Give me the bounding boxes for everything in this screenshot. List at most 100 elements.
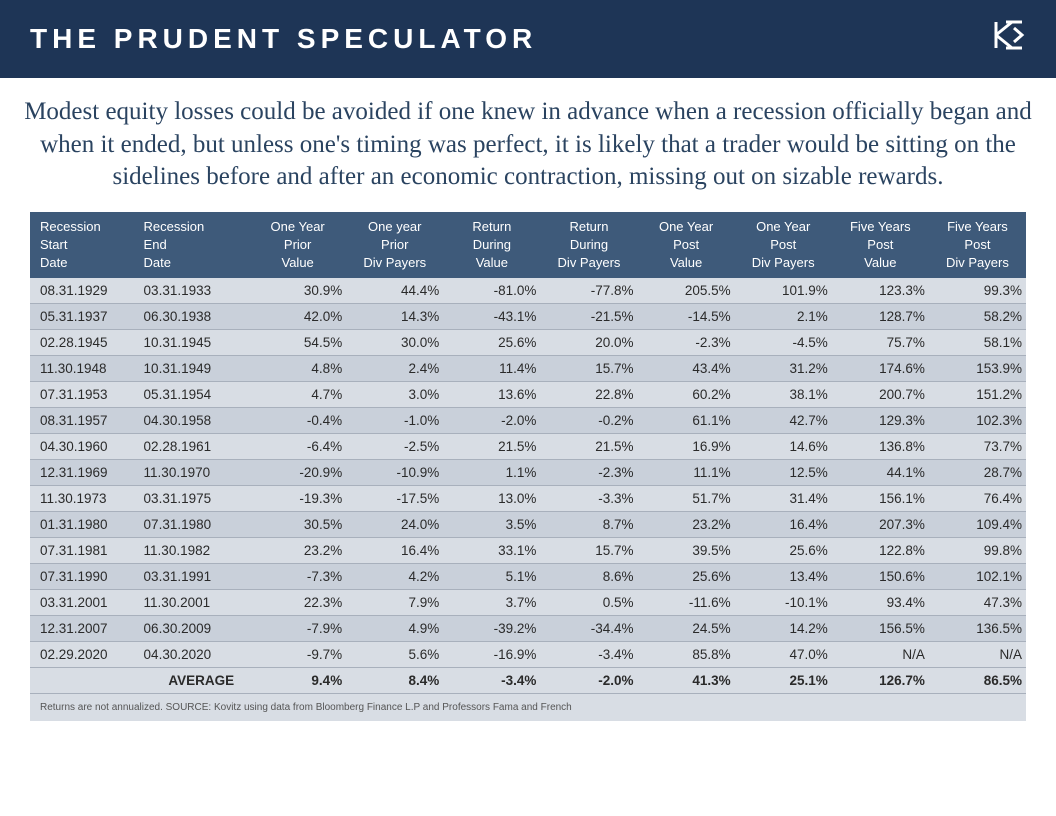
table-cell: -3.3% — [540, 486, 637, 512]
table-cell: 151.2% — [929, 382, 1026, 408]
table-cell: 10.31.1949 — [140, 356, 250, 382]
table-cell: 15.7% — [540, 538, 637, 564]
column-header: Five YearsPostValue — [832, 212, 929, 279]
table-cell: 02.28.1945 — [30, 330, 140, 356]
table-cell: -21.5% — [540, 304, 637, 330]
column-header: RecessionEndDate — [140, 212, 250, 279]
header-logo-icon — [992, 18, 1026, 60]
table-row: 08.31.192903.31.193330.9%44.4%-81.0%-77.… — [30, 278, 1026, 304]
column-header: One yearPriorDiv Payers — [346, 212, 443, 279]
column-header: One YearPriorValue — [249, 212, 346, 279]
table-cell: 25.6% — [443, 330, 540, 356]
table-cell: 02.28.1961 — [140, 434, 250, 460]
table-cell: 14.6% — [735, 434, 832, 460]
table-cell: 04.30.1958 — [140, 408, 250, 434]
table-cell: 3.0% — [346, 382, 443, 408]
table-cell: -0.4% — [249, 408, 346, 434]
table-cell: 200.7% — [832, 382, 929, 408]
table-cell: -2.0% — [443, 408, 540, 434]
table-cell: 11.4% — [443, 356, 540, 382]
table-cell: 04.30.2020 — [140, 642, 250, 668]
average-cell: -3.4% — [443, 668, 540, 694]
table-cell: 5.1% — [443, 564, 540, 590]
table-cell: 23.2% — [638, 512, 735, 538]
table-cell: 23.2% — [249, 538, 346, 564]
table-cell: 39.5% — [638, 538, 735, 564]
table-cell: 61.1% — [638, 408, 735, 434]
table-cell: 44.1% — [832, 460, 929, 486]
table-cell: 21.5% — [540, 434, 637, 460]
table-cell: 03.31.2001 — [30, 590, 140, 616]
table-cell: 07.31.1981 — [30, 538, 140, 564]
table-cell: 8.7% — [540, 512, 637, 538]
table-cell: 20.0% — [540, 330, 637, 356]
table-cell: 13.0% — [443, 486, 540, 512]
table-cell: 16.4% — [735, 512, 832, 538]
table-cell: 75.7% — [832, 330, 929, 356]
table-cell: 14.2% — [735, 616, 832, 642]
table-cell: 02.29.2020 — [30, 642, 140, 668]
table-cell: -16.9% — [443, 642, 540, 668]
table-cell: 54.5% — [249, 330, 346, 356]
table-cell: -10.9% — [346, 460, 443, 486]
table-cell: 51.7% — [638, 486, 735, 512]
table-cell: 16.4% — [346, 538, 443, 564]
table-cell: 85.8% — [638, 642, 735, 668]
table-cell: 2.4% — [346, 356, 443, 382]
table-cell: 207.3% — [832, 512, 929, 538]
table-cell: 58.2% — [929, 304, 1026, 330]
table-cell: 38.1% — [735, 382, 832, 408]
table-cell: -77.8% — [540, 278, 637, 304]
table-row: 12.31.200706.30.2009-7.9%4.9%-39.2%-34.4… — [30, 616, 1026, 642]
table-cell: -10.1% — [735, 590, 832, 616]
table-row: 08.31.195704.30.1958-0.4%-1.0%-2.0%-0.2%… — [30, 408, 1026, 434]
table-cell: 21.5% — [443, 434, 540, 460]
column-header: One YearPostValue — [638, 212, 735, 279]
column-header: ReturnDuringValue — [443, 212, 540, 279]
table-cell: 60.2% — [638, 382, 735, 408]
table-row: 07.31.199003.31.1991-7.3%4.2%5.1%8.6%25.… — [30, 564, 1026, 590]
table-cell: 25.6% — [735, 538, 832, 564]
average-cell — [30, 668, 140, 694]
table-cell: 99.3% — [929, 278, 1026, 304]
table-cell: 3.5% — [443, 512, 540, 538]
table-cell: 31.2% — [735, 356, 832, 382]
table-cell: 07.31.1990 — [30, 564, 140, 590]
table-cell: -11.6% — [638, 590, 735, 616]
table-row: 02.28.194510.31.194554.5%30.0%25.6%20.0%… — [30, 330, 1026, 356]
table-cell: 22.3% — [249, 590, 346, 616]
table-cell: 12.31.2007 — [30, 616, 140, 642]
table-cell: -2.5% — [346, 434, 443, 460]
table-cell: 58.1% — [929, 330, 1026, 356]
table-cell: 03.31.1975 — [140, 486, 250, 512]
table-cell: 102.1% — [929, 564, 1026, 590]
table-cell: 4.2% — [346, 564, 443, 590]
table-cell: 03.31.1933 — [140, 278, 250, 304]
table-cell: N/A — [929, 642, 1026, 668]
table-cell: 99.8% — [929, 538, 1026, 564]
table-row: 05.31.193706.30.193842.0%14.3%-43.1%-21.… — [30, 304, 1026, 330]
average-cell: AVERAGE — [140, 668, 250, 694]
column-header: RecessionStartDate — [30, 212, 140, 279]
table-cell: 06.30.1938 — [140, 304, 250, 330]
table-cell: 1.1% — [443, 460, 540, 486]
table-cell: 04.30.1960 — [30, 434, 140, 460]
table-cell: 10.31.1945 — [140, 330, 250, 356]
table-cell: 101.9% — [735, 278, 832, 304]
table-cell: 01.31.1980 — [30, 512, 140, 538]
average-cell: 8.4% — [346, 668, 443, 694]
average-cell: 41.3% — [638, 668, 735, 694]
table-cell: -4.5% — [735, 330, 832, 356]
table-cell: 93.4% — [832, 590, 929, 616]
table-cell: 8.6% — [540, 564, 637, 590]
table-cell: 174.6% — [832, 356, 929, 382]
table-cell: 4.8% — [249, 356, 346, 382]
table-cell: 122.8% — [832, 538, 929, 564]
table-cell: 03.31.1991 — [140, 564, 250, 590]
average-cell: 25.1% — [735, 668, 832, 694]
table-cell: 123.3% — [832, 278, 929, 304]
table-cell: 05.31.1954 — [140, 382, 250, 408]
table-cell: 128.7% — [832, 304, 929, 330]
recession-table: RecessionStartDateRecessionEndDateOne Ye… — [30, 212, 1026, 695]
table-row: 07.31.195305.31.19544.7%3.0%13.6%22.8%60… — [30, 382, 1026, 408]
